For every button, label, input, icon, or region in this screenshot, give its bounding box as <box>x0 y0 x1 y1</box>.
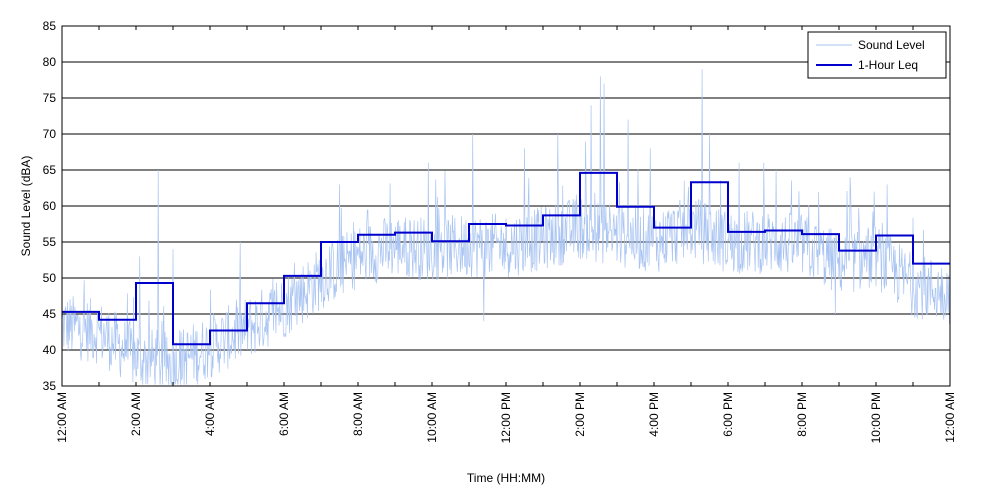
x-tick-label: 4:00 PM <box>647 392 661 437</box>
y-tick-label: 80 <box>43 55 57 69</box>
gridlines <box>62 61 950 351</box>
x-tick-label: 8:00 AM <box>351 392 365 436</box>
legend: Sound Level 1-Hour Leq <box>807 31 947 79</box>
y-tick-label: 40 <box>43 343 57 357</box>
y-axis-title: Sound Level (dBA) <box>19 156 33 257</box>
series-sound-level <box>61 69 951 385</box>
x-tick-label: 2:00 AM <box>129 392 143 436</box>
y-tick-label: 35 <box>43 379 57 393</box>
x-tick-label: 4:00 AM <box>203 392 217 436</box>
x-tick-label: 10:00 AM <box>425 392 439 443</box>
axis-ticks: 35 40 45 50 55 60 65 70 75 80 85 12:00 AM 2:00 AM 4:0… <box>43 19 957 443</box>
y-tick-label: 50 <box>43 271 57 285</box>
series-area <box>61 69 951 385</box>
y-tick-label: 55 <box>43 235 57 249</box>
legend-label-sound-level: Sound Level <box>858 38 925 52</box>
x-tick-label: 6:00 AM <box>277 392 291 436</box>
y-tick-label: 70 <box>43 127 57 141</box>
x-tick-label: 12:00 AM <box>55 392 69 443</box>
y-tick-label: 85 <box>43 19 57 33</box>
x-tick-label: 12:00 AM <box>943 392 957 443</box>
y-tick-label: 45 <box>43 307 57 321</box>
legend-box <box>807 31 947 79</box>
x-tick-label: 6:00 PM <box>721 392 735 437</box>
y-tick-label: 60 <box>43 199 57 213</box>
x-tick-label: 10:00 PM <box>869 392 883 443</box>
y-tick-label: 65 <box>43 163 57 177</box>
series-1-hour-leq <box>62 171 950 346</box>
y-tick-label: 75 <box>43 91 57 105</box>
x-tick-label: 8:00 PM <box>795 392 809 437</box>
legend-label-leq: 1-Hour Leq <box>858 58 918 72</box>
x-tick-label: 2:00 PM <box>573 392 587 437</box>
x-axis-title: Time (HH:MM) <box>467 471 545 485</box>
x-tick-label: 12:00 PM <box>499 392 513 443</box>
